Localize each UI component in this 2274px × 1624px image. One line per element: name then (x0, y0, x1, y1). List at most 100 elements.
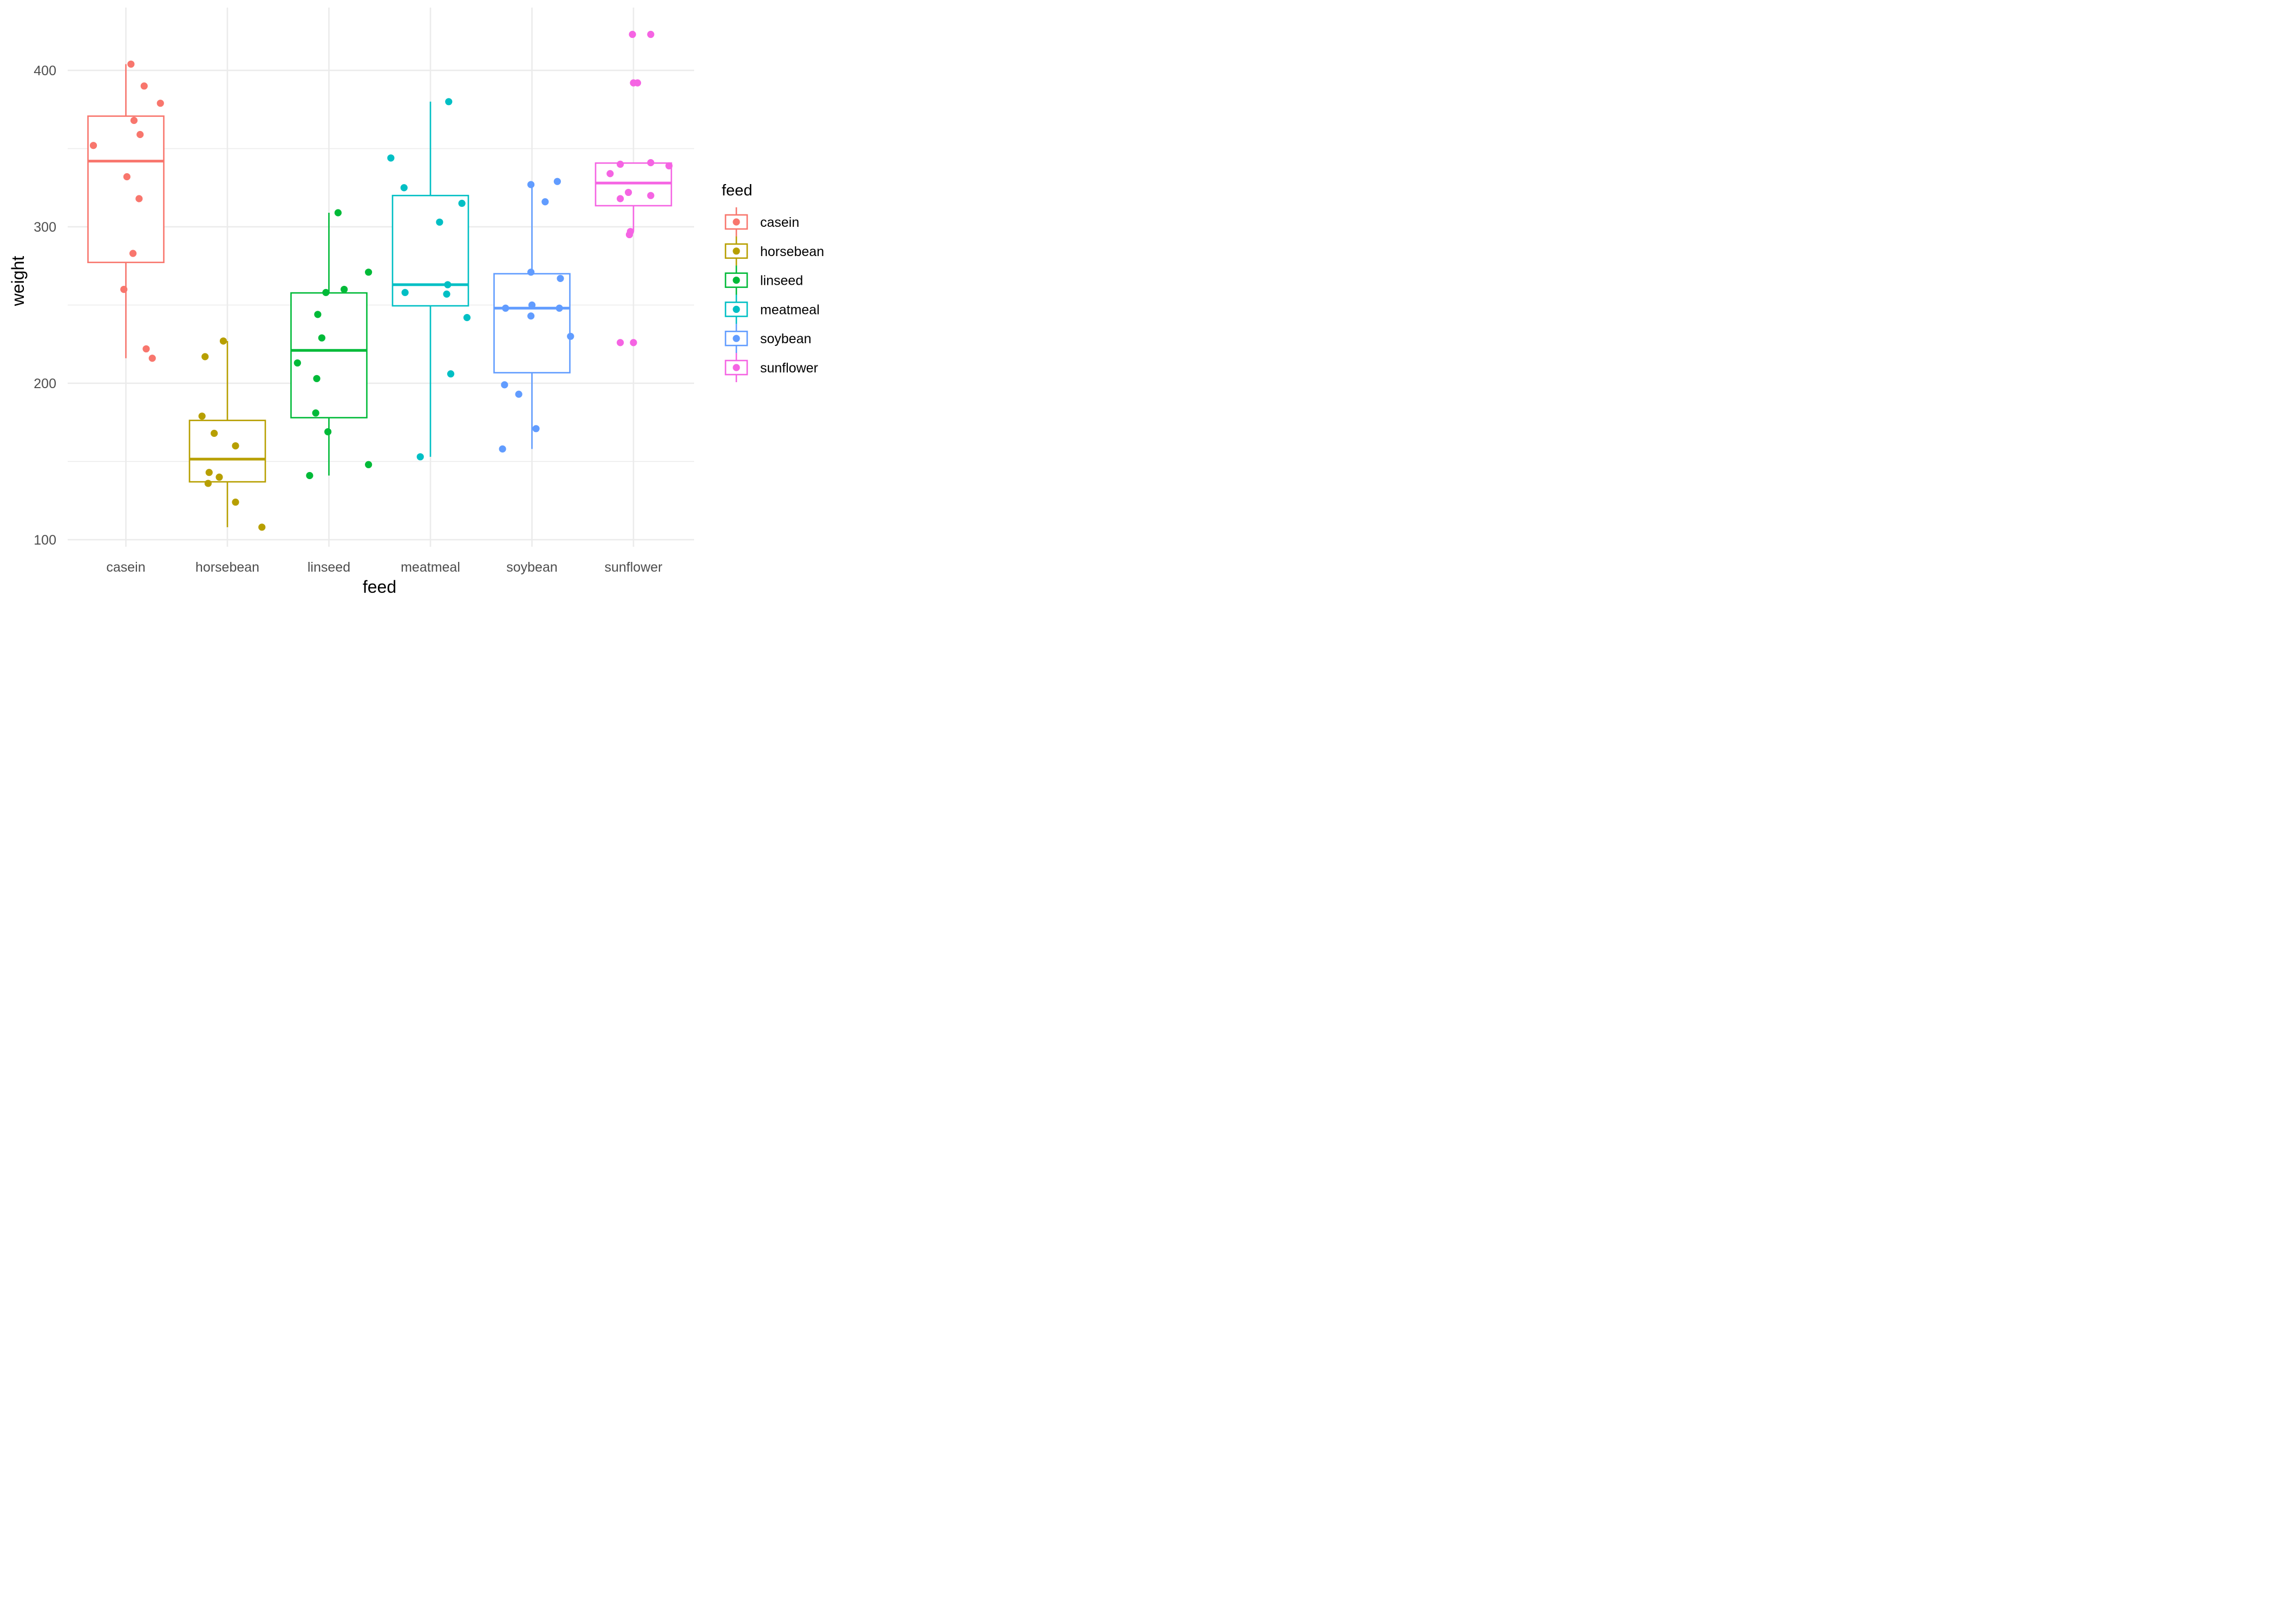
legend-label: linseed (760, 273, 803, 289)
legend-item-meatmeal: meatmeal (724, 294, 820, 324)
legend-item-casein: casein (724, 207, 799, 237)
point-soybean (557, 274, 564, 282)
x-axis-title: feed (363, 577, 396, 597)
y-tick-label: 400 (34, 63, 56, 78)
point-horsebean (204, 480, 212, 487)
point-linseed (365, 269, 373, 276)
y-axis-title: weight (8, 256, 28, 307)
boxplot-chart: 100 200 300 400 casein horsebean linseed meatme… (0, 0, 842, 601)
point-soybean (527, 181, 535, 188)
point-soybean (541, 198, 549, 206)
legend-item-sunflower: sunflower (724, 353, 818, 382)
legend: feed casein horsebean linseed meatmeal soybe… (722, 182, 824, 382)
point-sunflower (617, 339, 624, 346)
point-linseed (318, 334, 325, 342)
point-meatmeal (444, 281, 452, 289)
x-tick-label: horsebean (195, 560, 259, 575)
point-sunflower (647, 192, 655, 199)
point-horsebean (258, 523, 266, 531)
point-casein (148, 355, 156, 362)
point-meatmeal (416, 453, 424, 461)
legend-label: meatmeal (760, 302, 820, 317)
x-tick-label: sunflower (605, 560, 663, 575)
legend-item-soybean: soybean (724, 324, 812, 353)
point-casein (140, 82, 148, 90)
point-meatmeal (387, 154, 395, 162)
point-horsebean (198, 412, 206, 420)
point-soybean (499, 445, 506, 453)
point-soybean (501, 381, 508, 389)
point-linseed (312, 409, 319, 417)
point-casein (123, 173, 130, 181)
legend-label: horsebean (760, 244, 824, 259)
point-linseed (324, 428, 332, 436)
point-sunflower (617, 195, 624, 202)
point-meatmeal (445, 98, 453, 106)
legend-item-horsebean: horsebean (724, 236, 824, 266)
y-tick-label: 100 (34, 533, 56, 548)
point-casein (89, 142, 97, 149)
legend-label: soybean (760, 331, 812, 346)
point-sunflower (629, 30, 636, 38)
box-soybean (493, 181, 571, 449)
box-iqr (594, 162, 672, 207)
x-tick-label: casein (106, 560, 145, 575)
box-iqr (188, 420, 266, 483)
point-horsebean (232, 499, 239, 506)
point-horsebean (215, 473, 223, 481)
point-linseed (293, 359, 301, 367)
point-horsebean (201, 353, 209, 361)
legend-box (724, 359, 748, 376)
data-points (89, 30, 673, 531)
point-horsebean (211, 429, 218, 437)
point-linseed (313, 375, 321, 382)
legend-label: casein (760, 215, 799, 230)
box-iqr (391, 194, 469, 307)
axes: 100 200 300 400 casein horsebean linseed meatme… (34, 63, 662, 575)
point-sunflower (665, 162, 673, 169)
point-meatmeal (458, 200, 466, 207)
point-horsebean (232, 442, 239, 450)
box-iqr (87, 115, 165, 264)
point-meatmeal (400, 184, 408, 192)
point-soybean (527, 312, 535, 320)
box-iqr (290, 292, 368, 418)
chart-container: 100 200 300 400 casein horsebean linseed meatme… (0, 0, 842, 601)
point-casein (136, 130, 144, 139)
point-soybean (556, 304, 563, 312)
box-sunflower (594, 162, 672, 232)
legend-point (733, 247, 740, 255)
legend-point (733, 364, 740, 371)
x-tick-label: meatmeal (401, 560, 460, 575)
point-linseed (365, 461, 373, 468)
point-meatmeal (463, 314, 471, 322)
point-sunflower (625, 231, 633, 239)
legend-title: feed (722, 182, 752, 199)
legend-point (733, 335, 740, 342)
point-linseed (341, 286, 348, 293)
point-soybean (502, 304, 509, 312)
point-soybean (515, 390, 522, 398)
legend-label: sunflower (760, 361, 818, 376)
point-horsebean (219, 337, 227, 345)
point-casein (129, 250, 137, 257)
point-meatmeal (401, 289, 409, 296)
point-casein (135, 195, 143, 202)
box-horsebean (188, 340, 266, 527)
legend-item-linseed: linseed (724, 265, 803, 295)
boxplots (87, 64, 672, 527)
point-casein (142, 345, 150, 353)
legend-point (733, 305, 740, 313)
point-linseed (314, 311, 322, 318)
point-sunflower (606, 170, 614, 178)
legend-point (733, 218, 740, 226)
point-soybean (528, 301, 536, 309)
point-soybean (553, 178, 561, 185)
box-linseed (290, 212, 368, 476)
legend-point (733, 276, 740, 284)
y-tick-label: 200 (34, 376, 56, 391)
x-tick-label: soybean (506, 560, 558, 575)
point-casein (156, 100, 164, 107)
point-casein (120, 286, 128, 293)
box-meatmeal (391, 101, 469, 457)
